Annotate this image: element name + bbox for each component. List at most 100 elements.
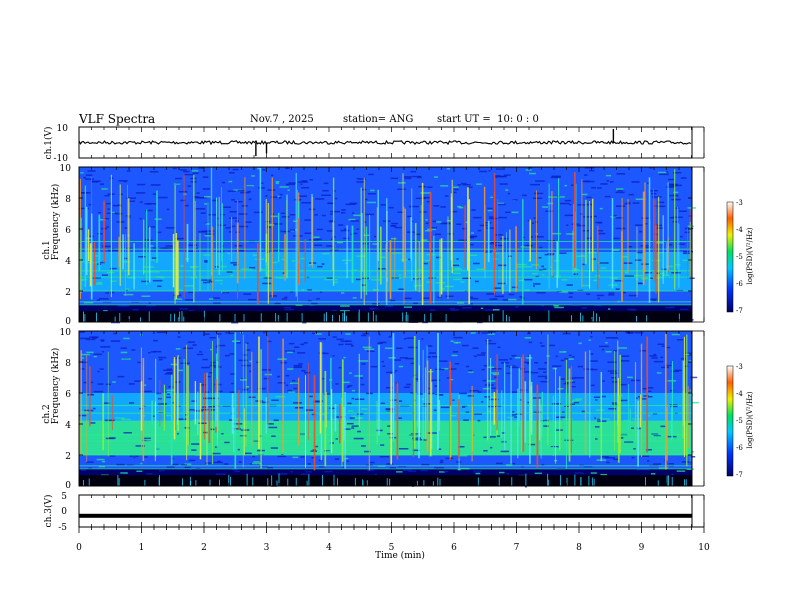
spec-noise-cell xyxy=(213,297,221,299)
spec-noise-cell xyxy=(512,462,516,465)
spec-noise-cell xyxy=(180,199,186,202)
spec-noise-cell xyxy=(187,250,195,252)
spec-noise-cell xyxy=(262,169,266,171)
spec-noise-cell xyxy=(630,433,636,435)
spec-noise-cell xyxy=(311,302,318,305)
spec-noise-cell xyxy=(141,295,151,297)
spec-noise-cell xyxy=(601,395,606,398)
spec-noise-cell xyxy=(349,417,355,419)
spec-noise-cell xyxy=(443,470,449,473)
spec-noise-cell xyxy=(174,237,184,240)
spec-noise-cell xyxy=(462,406,466,408)
spec-noise-cell xyxy=(198,422,207,424)
spec-noise-cell xyxy=(248,434,254,437)
spec-noise-cell xyxy=(277,455,287,458)
spec-noise-cell xyxy=(662,274,670,276)
spec-noise-cell xyxy=(576,432,582,434)
spec-noise-cell xyxy=(533,192,544,195)
spec-noise-cell xyxy=(152,247,158,249)
spec-noise-cell xyxy=(129,402,135,404)
spec-noise-cell xyxy=(364,450,371,453)
spec-noise-cell xyxy=(366,469,375,472)
spec-noise-cell xyxy=(381,360,384,363)
spec-noise-cell xyxy=(468,243,474,246)
spec-noise-cell xyxy=(304,219,311,221)
station-label: station= ANG xyxy=(343,114,414,125)
spec-noise-cell xyxy=(666,265,673,268)
spec-noise-cell xyxy=(290,291,294,293)
spec-noise-cell xyxy=(326,230,334,232)
spec-noise-cell xyxy=(227,252,230,255)
spec-noise-cell xyxy=(168,386,174,388)
spec-noise-cell xyxy=(678,210,687,212)
spec-noise-cell xyxy=(387,425,391,427)
spec-noise-cell xyxy=(338,367,342,369)
spec-noise-cell xyxy=(318,466,325,468)
spec-noise-cell xyxy=(80,353,90,356)
spec-noise-cell xyxy=(90,422,96,424)
ch3-ytick-bottom: -5 xyxy=(58,523,67,533)
spec-noise-cell xyxy=(361,408,368,410)
spec-noise-cell xyxy=(605,457,615,459)
spec-noise-cell xyxy=(457,184,462,186)
spec-noise-cell xyxy=(539,342,543,344)
spec-noise-cell xyxy=(653,434,661,437)
spec-noise-cell xyxy=(463,419,469,421)
spec-noise-cell xyxy=(304,232,314,234)
spec-noise-cell xyxy=(506,429,511,432)
spec-noise-cell xyxy=(467,395,474,397)
spec-noise-cell xyxy=(679,308,689,311)
spec-noise-cell xyxy=(286,351,293,354)
spec-noise-cell xyxy=(537,375,548,378)
spec-noise-cell xyxy=(528,371,539,374)
spec-noise-cell xyxy=(336,416,346,418)
spec-noise-cell xyxy=(192,172,199,174)
spec-noise-cell xyxy=(261,369,271,371)
spec-noise-cell xyxy=(241,388,249,391)
spec-noise-cell xyxy=(398,365,404,368)
spec-noise-cell xyxy=(249,266,256,269)
spec-noise-cell xyxy=(237,448,240,451)
spec-noise-cell xyxy=(97,281,102,284)
spec-noise-cell xyxy=(285,350,295,352)
spec-noise-cell xyxy=(417,393,424,395)
spec-noise-cell xyxy=(423,439,428,441)
ch1-spec-frame xyxy=(78,166,693,323)
spec-noise-cell xyxy=(472,433,481,435)
spec-noise-cell xyxy=(495,168,503,170)
spec-noise-cell xyxy=(230,262,239,264)
spec-noise-cell xyxy=(564,214,574,217)
spec-noise-cell xyxy=(499,471,505,474)
spec-noise-cell xyxy=(607,370,617,372)
spec-noise-cell xyxy=(586,196,592,199)
spec-noise-cell xyxy=(476,268,484,270)
ch1-ylabel: ch.1(V) xyxy=(43,127,54,160)
spec-noise-cell xyxy=(456,223,462,225)
spec-noise-cell xyxy=(116,463,125,466)
spec-noise-cell xyxy=(221,433,224,435)
spec-noise-cell xyxy=(553,305,559,307)
spec-noise-cell xyxy=(172,463,179,466)
spec-noise-cell xyxy=(245,342,249,344)
spec-noise-cell xyxy=(426,356,431,358)
spec-noise-cell xyxy=(352,297,357,299)
xtick-8: 8 xyxy=(576,543,582,553)
spec-noise-cell xyxy=(152,415,155,417)
spec-noise-cell xyxy=(225,227,231,229)
spec-noise-cell xyxy=(204,260,208,262)
spec-noise-cell xyxy=(123,180,127,183)
spec-noise-cell xyxy=(500,450,510,453)
spec-noise-cell xyxy=(639,350,647,352)
spec-noise-cell xyxy=(332,355,335,357)
spec-noise-cell xyxy=(448,368,457,370)
spec-noise-cell xyxy=(273,249,281,251)
spec-noise-cell xyxy=(211,409,218,411)
spec-noise-cell xyxy=(666,244,673,246)
spec-noise-cell xyxy=(539,246,543,249)
spec-noise-cell xyxy=(398,182,406,184)
spec-noise-cell xyxy=(309,179,313,181)
spec-noise-cell xyxy=(589,169,595,172)
spec-noise-cell xyxy=(148,352,151,354)
spec-noise-cell xyxy=(232,428,241,430)
spec-noise-cell xyxy=(420,469,428,472)
